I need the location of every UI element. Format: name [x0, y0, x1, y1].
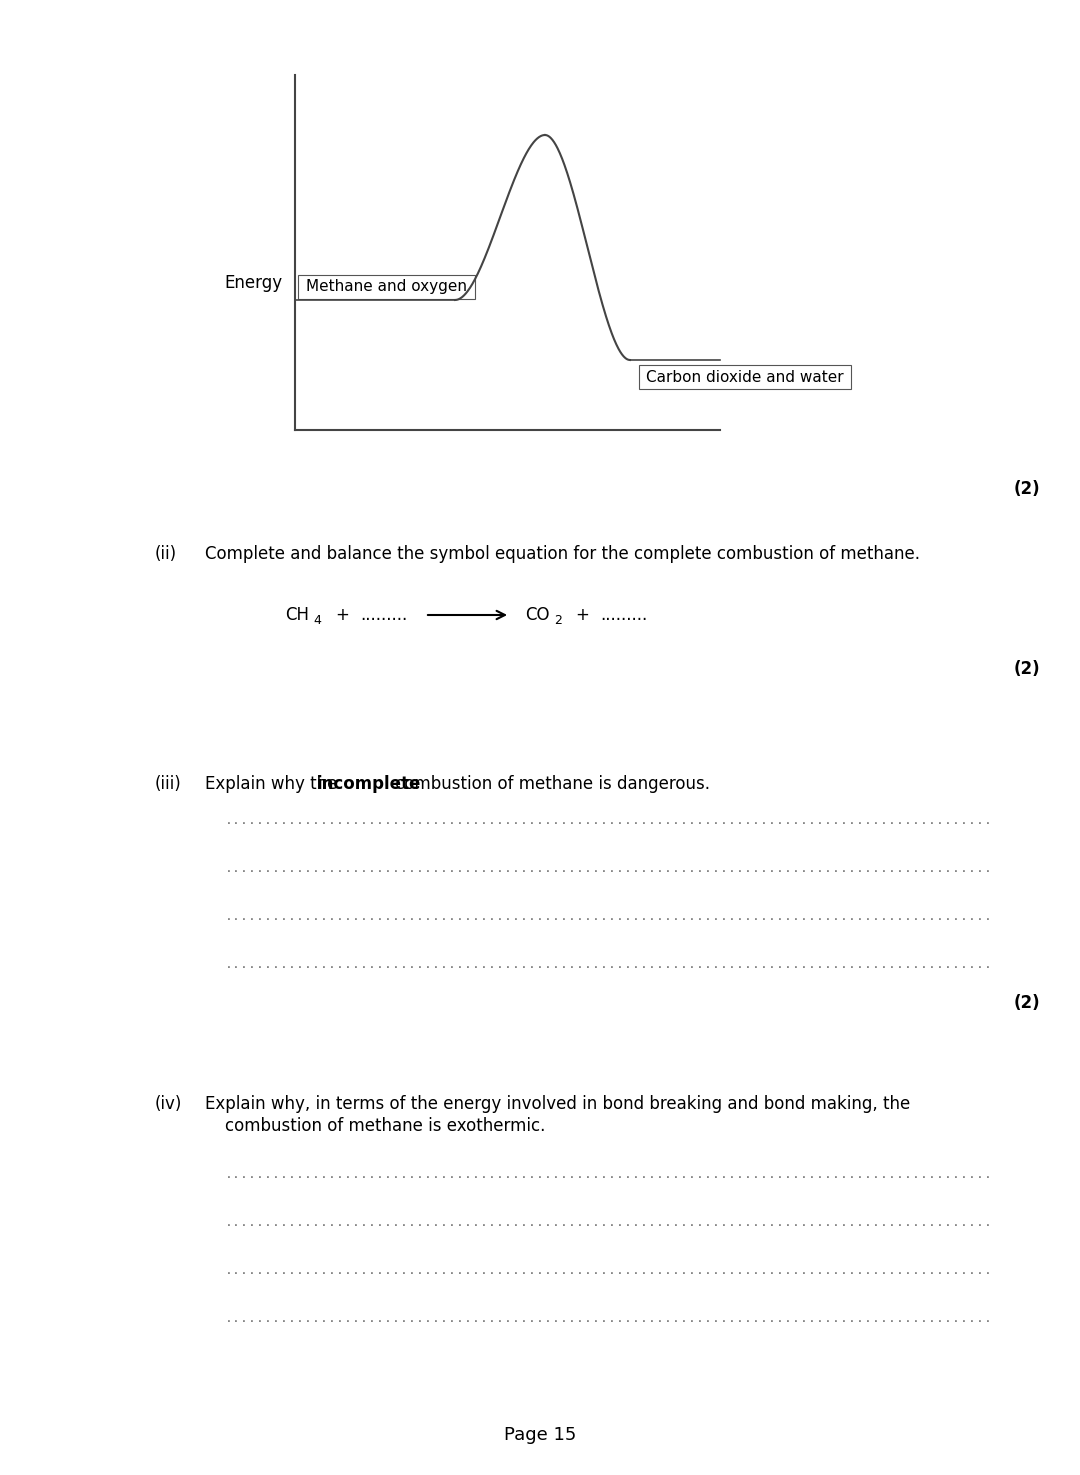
Text: ................................................................................: ........................................…: [225, 861, 993, 875]
FancyBboxPatch shape: [298, 274, 475, 299]
Text: Explain why, in terms of the energy involved in bond breaking and bond making, t: Explain why, in terms of the energy invo…: [205, 1094, 910, 1114]
Text: (2): (2): [1013, 479, 1040, 499]
Text: .........: .........: [360, 606, 407, 624]
Text: Carbon dioxide and water: Carbon dioxide and water: [646, 370, 843, 385]
Text: CO: CO: [525, 606, 550, 624]
Text: (iv): (iv): [156, 1094, 183, 1114]
Text: (2): (2): [1013, 659, 1040, 679]
Text: ................................................................................: ........................................…: [225, 910, 993, 922]
Text: +: +: [335, 606, 349, 624]
Text: (2): (2): [1013, 994, 1040, 1012]
Text: CH: CH: [285, 606, 309, 624]
Text: combustion of methane is dangerous.: combustion of methane is dangerous.: [390, 774, 710, 794]
Text: Methane and oxygen: Methane and oxygen: [306, 279, 467, 295]
FancyBboxPatch shape: [639, 364, 851, 389]
Text: .........: .........: [600, 606, 647, 624]
Text: Explain why the: Explain why the: [205, 774, 342, 794]
Text: ................................................................................: ........................................…: [225, 814, 993, 826]
Text: +: +: [575, 606, 589, 624]
Text: incomplete: incomplete: [318, 774, 421, 794]
Text: ................................................................................: ........................................…: [225, 1264, 993, 1277]
Text: (iii): (iii): [156, 774, 181, 794]
Text: Energy: Energy: [225, 273, 283, 292]
Text: ................................................................................: ........................................…: [225, 1313, 993, 1326]
Text: (ii): (ii): [156, 544, 177, 563]
Text: ................................................................................: ........................................…: [225, 1168, 993, 1181]
Text: 4: 4: [313, 614, 321, 627]
Text: 2: 2: [554, 614, 562, 627]
Text: Page 15: Page 15: [503, 1426, 577, 1444]
Text: Complete and balance the symbol equation for the complete combustion of methane.: Complete and balance the symbol equation…: [205, 544, 920, 563]
Text: ................................................................................: ........................................…: [225, 957, 993, 971]
Text: combustion of methane is exothermic.: combustion of methane is exothermic.: [225, 1117, 545, 1134]
Text: ................................................................................: ........................................…: [225, 1217, 993, 1230]
